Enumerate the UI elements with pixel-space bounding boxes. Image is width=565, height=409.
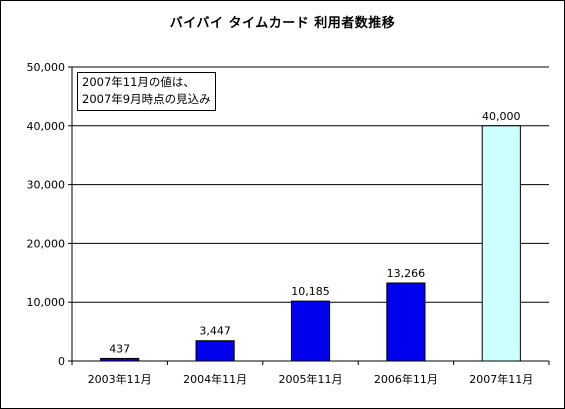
bar-value-label: 13,266 bbox=[387, 267, 426, 280]
bars bbox=[100, 125, 521, 362]
x-tick-label: 2004年11月 bbox=[183, 372, 247, 386]
annotation-line-1: 2007年11月の値は、 bbox=[82, 75, 195, 89]
bar bbox=[195, 340, 235, 362]
bar-value-label: 10,185 bbox=[291, 285, 330, 298]
bar bbox=[386, 282, 426, 362]
y-tick-label: 20,000 bbox=[27, 237, 66, 250]
y-tick-label: 40,000 bbox=[27, 120, 66, 133]
y-tick-label: 10,000 bbox=[27, 296, 66, 309]
x-tick-label: 2003年11月 bbox=[88, 372, 152, 386]
axes bbox=[68, 66, 550, 365]
annotation-line-2: 2007年9月時点の見込み bbox=[82, 92, 211, 106]
bar-value-label: 40,000 bbox=[482, 110, 521, 123]
annotation-box: 2007年11月の値は、 2007年9月時点の見込み bbox=[77, 72, 216, 111]
bar bbox=[481, 125, 521, 362]
bar bbox=[290, 300, 331, 362]
x-tick-label: 2006年11月 bbox=[374, 372, 438, 386]
chart-title: バイバイ タイムカード 利用者数推移 bbox=[169, 16, 396, 31]
bar-value-label: 437 bbox=[109, 342, 130, 355]
x-tick-label: 2005年11月 bbox=[279, 372, 343, 386]
bar-value-label: 3,447 bbox=[199, 325, 231, 338]
y-tick-label: 30,000 bbox=[27, 179, 66, 192]
x-tick-label: 2007年11月 bbox=[469, 372, 533, 386]
labels: 0 10,000 20,000 30,000 40,000 50,000 437 2003年1… bbox=[27, 61, 534, 386]
y-tick-label: 50,000 bbox=[27, 61, 66, 74]
y-tick-label: 0 bbox=[58, 355, 65, 368]
